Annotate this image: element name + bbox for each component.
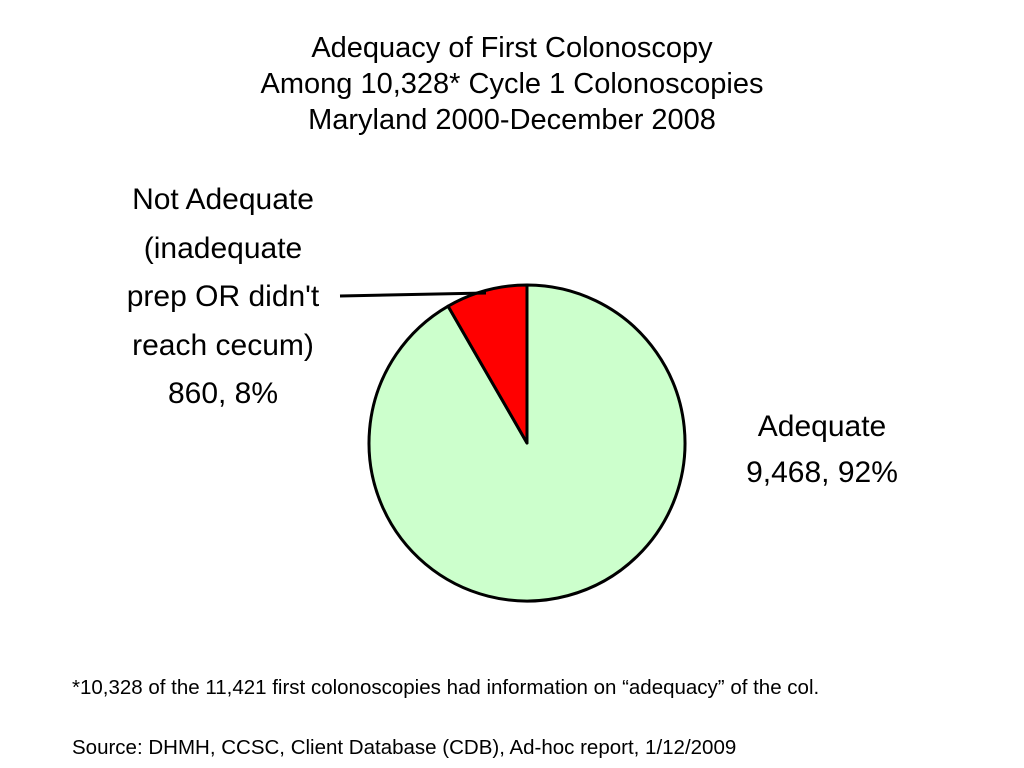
slice-label-not-adequate-line-1: Not Adequate (132, 183, 314, 216)
slice-label-not-adequate-line-3: prep OR didn't (126, 280, 320, 313)
chart-title-line-3: Maryland 2000-December 2008 (308, 104, 716, 136)
chart-title-line-1: Adequacy of First Colonoscopy (311, 32, 713, 64)
slice-label-adequate-value: 9,468, 92% (746, 456, 898, 489)
pie-slice-not-adequate (446, 283, 529, 445)
chart-title: Adequacy of First Colonoscopy Among 10,3… (0, 30, 1024, 138)
slice-label-not-adequate: Not Adequate (inadequate prep OR didn't … (92, 176, 354, 419)
footnote-adequacy-info: *10,328 of the 11,421 first colonoscopie… (72, 676, 820, 699)
slice-label-not-adequate-line-2: (inadequate (143, 231, 303, 265)
slice-label-adequate-line-1: Adequate (757, 410, 887, 443)
slice-label-adequate: Adequate 9,468, 92% (712, 404, 932, 496)
footnote-source: Source: DHMH, CCSC, Client Database (CDB… (72, 736, 737, 759)
slice-label-not-adequate-line-4: reach cecum) (132, 328, 314, 362)
not-adequate-leader-line (339, 291, 487, 298)
slice-label-not-adequate-value: 860, 8% (167, 377, 279, 410)
chart-title-line-2: Among 10,328* Cycle 1 Colonoscopies (260, 68, 764, 100)
